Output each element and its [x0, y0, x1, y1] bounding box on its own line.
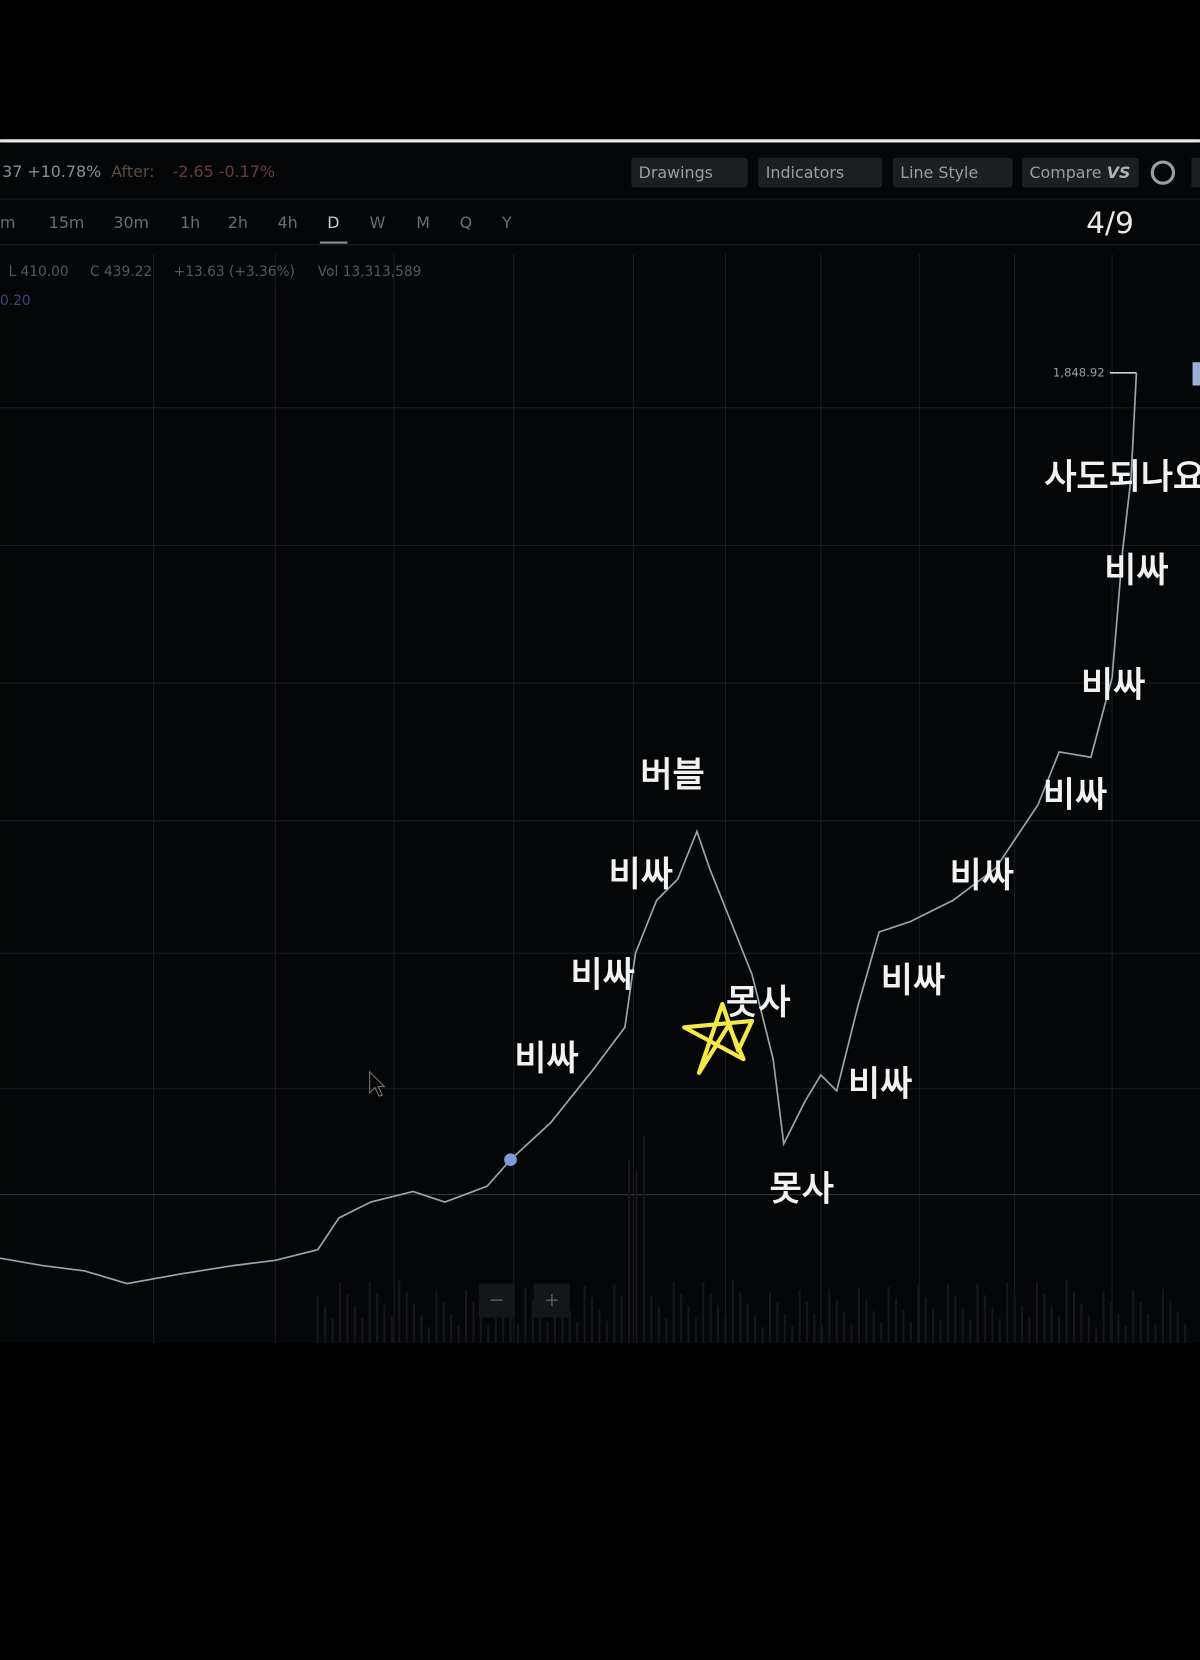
ohlc-value: Vol 13,313,589 [318, 264, 422, 280]
annotation: 비싸 [1104, 551, 1168, 591]
annotation: 비싸 [514, 1039, 578, 1079]
toolbar-button[interactable] [758, 157, 883, 188]
cursor-dot [504, 1153, 517, 1167]
annotation: 못사 [770, 1169, 834, 1209]
annotation: 못사 [726, 983, 790, 1023]
quote: 37 +10.78% [2, 162, 101, 181]
ohlc-value: C 439.22 [90, 264, 152, 280]
zoom-controls: − + [478, 1283, 570, 1318]
timeframe[interactable]: D [327, 213, 339, 232]
zoom-label[interactable]: + [544, 1289, 560, 1311]
annotation: 비싸 [570, 955, 634, 995]
annotation: 사도되나요 [1044, 458, 1200, 498]
settings-button[interactable] [1150, 160, 1176, 185]
after-change: -2.65 -0.17% [173, 162, 275, 181]
timeframe[interactable]: 2h [228, 213, 248, 232]
annotation: 비싸 [1043, 775, 1107, 815]
price-label: 1,848.92 [1053, 365, 1105, 379]
toolbar: Drawings Indicators Line Style Compare VS [631, 157, 1200, 188]
timeframe[interactable]: m [0, 213, 15, 232]
ohlc: L 410.00 C 439.22 +13.63 (+3.36%) Vol 13,31… [9, 264, 422, 280]
timeframes: m 15m 30m 1h 2h 4h D W M Q Y [0, 213, 512, 232]
annotation: 비싸 [950, 856, 1014, 896]
timeframe[interactable]: W [370, 213, 386, 232]
zoom-button[interactable] [533, 1283, 570, 1318]
page-counter: 4/9 [1086, 205, 1134, 240]
ohlc-value: +13.63 (+3.36%) [174, 264, 295, 280]
timeframe[interactable]: 4h [278, 213, 298, 232]
price-line [0, 372, 1138, 1285]
indicator-value: 0.20 [0, 293, 31, 309]
mouse-cursor [369, 1070, 386, 1097]
timeframe[interactable]: M [416, 213, 430, 232]
volume-bars [316, 1135, 1187, 1343]
toolbar-button[interactable] [1022, 157, 1139, 188]
timeframe[interactable]: Q [460, 213, 473, 232]
toolbar-button-label[interactable]: Line Style [900, 163, 978, 182]
annotation: 비싸 [609, 855, 673, 895]
zoom-label[interactable]: − [489, 1289, 505, 1311]
chart-panel [0, 144, 1200, 1343]
toolbar-button-label[interactable]: Compare [1029, 163, 1101, 182]
annotation: 버블 [640, 755, 704, 795]
timeframe[interactable]: 15m [49, 213, 85, 232]
zoom-button[interactable] [478, 1283, 515, 1318]
toolbar-button[interactable] [631, 157, 748, 188]
toolbar-button-label[interactable]: Indicators [766, 163, 844, 182]
timeframe[interactable]: Y [501, 213, 512, 232]
compare-badge: VS [1107, 163, 1131, 182]
after-label: After: [111, 162, 154, 181]
toolbar-button[interactable] [892, 157, 1013, 188]
annotation: 비싸 [881, 961, 945, 1001]
timeframe[interactable]: 1h [180, 213, 200, 232]
star-doodle [682, 1001, 755, 1075]
toolbar-button-label[interactable]: Drawings [639, 163, 713, 182]
partial-button[interactable] [1191, 157, 1200, 188]
timeframe[interactable]: 30m [113, 213, 149, 232]
annotation: 비싸 [848, 1065, 912, 1105]
grid [0, 254, 1200, 1343]
ohlc-value: L 410.00 [9, 264, 69, 280]
annotation: 비싸 [1081, 665, 1145, 705]
price-tag [1192, 362, 1200, 386]
